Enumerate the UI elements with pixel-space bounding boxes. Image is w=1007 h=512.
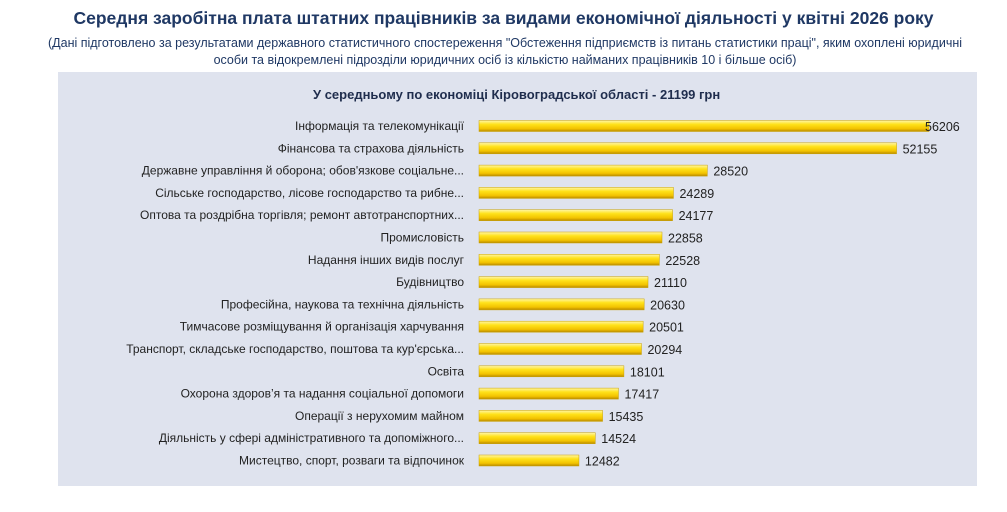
category-label-4: Оптова та роздрібна торгівля; ремонт авт… [140, 208, 464, 222]
category-label-8: Професійна, наукова та технічна діяльніс… [221, 297, 464, 311]
category-label-12: Охорона здоров’я та надання соціальної д… [181, 387, 464, 401]
category-label-2: Державне управління й оборона; обов'язко… [142, 164, 464, 178]
value-label-11: 18101 [630, 365, 665, 379]
bar-5 [478, 231, 663, 244]
chart-subtitle: (Дані підготовлено за результатами держа… [47, 36, 963, 67]
value-label-1: 52155 [903, 142, 938, 156]
value-label-2: 28520 [713, 165, 748, 179]
value-label-5: 22858 [668, 232, 703, 246]
average-annotation: У середньому по економіці Кіровоградсько… [313, 87, 721, 102]
category-label-7: Будівництво [396, 275, 464, 289]
bar-4 [478, 209, 673, 221]
value-label-4: 24177 [679, 209, 714, 223]
bar-1 [478, 142, 897, 155]
value-label-13: 15435 [609, 410, 644, 424]
bar-8 [478, 298, 645, 311]
bar-11 [478, 365, 625, 378]
category-label-1: Фінансова та страхова діяльність [278, 141, 464, 155]
category-label-5: Промисловість [380, 231, 464, 245]
bar-6 [478, 254, 660, 266]
category-label-10: Транспорт, складське господарство, пошто… [126, 342, 464, 356]
value-label-0: 56206 [925, 120, 960, 134]
value-label-6: 22528 [665, 254, 700, 268]
bar-0 [478, 120, 930, 132]
bar-2 [478, 164, 708, 177]
bar-12 [478, 387, 619, 400]
bar-13 [478, 410, 603, 422]
chart-title: Середня заробітна плата штатних працівни… [73, 8, 934, 28]
value-label-15: 12482 [585, 455, 620, 469]
value-label-3: 24289 [679, 187, 714, 201]
category-label-6: Надання інших видів послуг [308, 253, 465, 267]
category-label-13: Операції з нерухомим майном [295, 409, 464, 423]
value-label-9: 20501 [649, 321, 684, 335]
value-label-12: 17417 [624, 388, 659, 402]
bar-10 [478, 343, 642, 355]
value-label-7: 21110 [654, 276, 687, 290]
bars-group: Інформація та телекомунікації 56206 Фінанс… [126, 119, 960, 469]
bar-9 [478, 320, 644, 333]
bar-3 [478, 187, 674, 199]
category-label-3: Сільське господарство, лісове господарст… [155, 186, 464, 200]
category-label-9: Тимчасове розміщування й організація хар… [180, 320, 464, 334]
value-label-14: 14524 [601, 432, 636, 446]
category-label-14: Діяльність у сфері адміністративного та … [159, 431, 464, 445]
category-label-11: Освіта [428, 364, 465, 378]
value-label-8: 20630 [650, 298, 685, 312]
value-label-10: 20294 [647, 343, 682, 357]
bar-14 [478, 432, 596, 444]
category-label-15: Мистецтво, спорт, розваги та відпочинок [239, 454, 465, 468]
bar-15 [478, 454, 580, 467]
category-label-0: Інформація та телекомунікації [295, 119, 465, 133]
bar-7 [478, 276, 649, 288]
